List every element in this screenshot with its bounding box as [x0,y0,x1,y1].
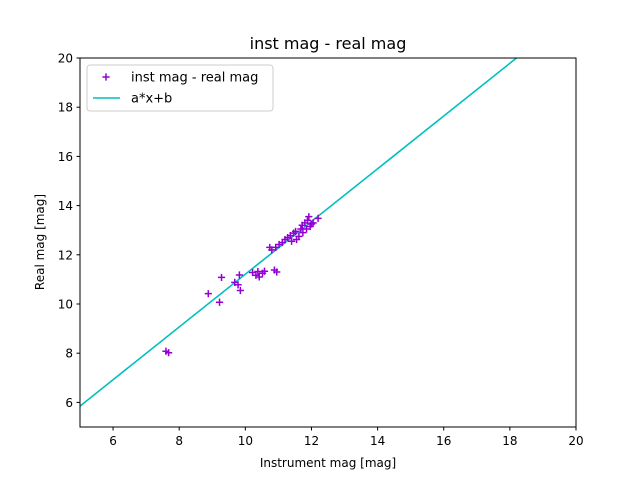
scatter-point [309,219,317,227]
scatter-point [260,267,269,275]
x-tick-label: 10 [238,434,253,448]
scatter-point [234,281,242,289]
x-tick-label: 18 [502,434,517,448]
scatter-point [217,273,226,282]
scatter-point [302,225,311,233]
y-tick-label: 14 [58,199,73,213]
x-tick-label: 14 [370,434,385,448]
legend-label: a*x+b [131,92,172,107]
plot-area: 6 8 10 12 14 16 18 20 6 8 10 12 14 16 18 20 [58,52,584,449]
legend-label: inst mag - real mag [131,71,258,86]
scatter-point [295,232,303,240]
y-tick-label: 20 [58,52,73,66]
x-tick-label: 8 [175,434,183,448]
scatter-point [303,216,312,224]
x-tick-label: 6 [109,434,117,448]
y-tick-label: 18 [58,101,73,115]
chart-title: inst mag - real mag [250,34,407,53]
y-tick-label: 6 [65,396,73,410]
x-tick-label: 16 [436,434,451,448]
scatter-point [204,290,212,298]
axes-frame [79,57,577,428]
y-tick-label: 12 [58,248,73,262]
scatter-point [165,349,173,357]
y-tick-label: 8 [65,347,73,361]
scatter-point [268,246,276,254]
y-axis-label: Real mag [mag] [33,194,47,290]
x-tick-label: 12 [304,434,319,448]
scatter-point [314,214,322,222]
scatter-point [236,286,244,295]
x-axis-label: Instrument mag [mag] [260,456,396,470]
legend-marker-scatter [102,73,110,81]
x-tick-label: 20 [568,434,583,448]
scatter-point [254,267,262,276]
y-tick-label: 16 [58,150,73,164]
scatter-point [215,298,224,306]
y-tick-label: 10 [58,298,73,312]
legend: inst mag - real mag a*x+b [86,64,274,112]
scatter-point [255,273,263,281]
scatter-point [235,271,243,279]
scatter-point [291,227,300,236]
scatter-point [299,229,307,237]
legend-box [86,64,274,112]
scatter-point [305,213,313,221]
scatter-point [273,268,281,276]
scatter-point [288,237,296,245]
